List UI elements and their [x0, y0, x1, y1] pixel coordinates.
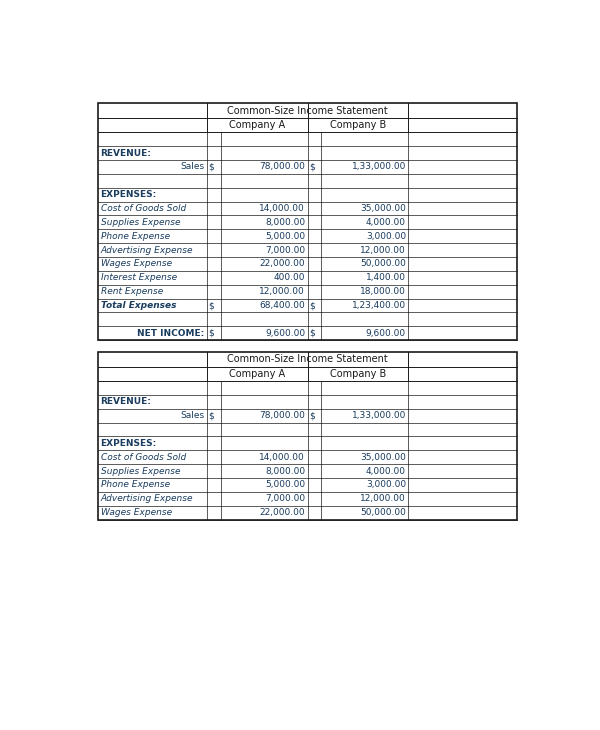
Text: 5,000.00: 5,000.00: [265, 480, 305, 489]
Text: Phone Expense: Phone Expense: [101, 480, 170, 489]
Text: 78,000.00: 78,000.00: [259, 411, 305, 420]
Bar: [98, 103, 517, 340]
Text: 9,600.00: 9,600.00: [366, 328, 406, 338]
Text: 4,000.00: 4,000.00: [366, 466, 406, 475]
Text: 7,000.00: 7,000.00: [265, 494, 305, 503]
Text: 12,000.00: 12,000.00: [360, 245, 406, 255]
Text: 3,000.00: 3,000.00: [366, 480, 406, 489]
Text: Total Expenses: Total Expenses: [101, 301, 176, 310]
Text: 22,000.00: 22,000.00: [260, 259, 305, 269]
Text: REVENUE:: REVENUE:: [101, 148, 151, 158]
Text: 18,000.00: 18,000.00: [360, 287, 406, 296]
Text: REVENUE:: REVENUE:: [101, 397, 151, 407]
Text: 7,000.00: 7,000.00: [265, 245, 305, 255]
Text: 50,000.00: 50,000.00: [360, 508, 406, 517]
Text: 35,000.00: 35,000.00: [360, 453, 406, 461]
Text: 22,000.00: 22,000.00: [260, 508, 305, 517]
Text: Sales: Sales: [181, 411, 205, 420]
Text: $: $: [208, 301, 214, 310]
Text: 35,000.00: 35,000.00: [360, 204, 406, 213]
Text: Wages Expense: Wages Expense: [101, 259, 172, 269]
Text: Rent Expense: Rent Expense: [101, 287, 163, 296]
Text: Cost of Goods Sold: Cost of Goods Sold: [101, 453, 186, 461]
Text: 78,000.00: 78,000.00: [259, 162, 305, 172]
Bar: [98, 352, 517, 520]
Text: Supplies Expense: Supplies Expense: [101, 466, 180, 475]
Bar: [98, 352, 517, 520]
Text: $: $: [208, 411, 214, 420]
Text: 12,000.00: 12,000.00: [360, 494, 406, 503]
Text: 12,000.00: 12,000.00: [259, 287, 305, 296]
Text: 9,600.00: 9,600.00: [265, 328, 305, 338]
Text: Supplies Expense: Supplies Expense: [101, 218, 180, 227]
Text: 1,33,000.00: 1,33,000.00: [352, 162, 406, 172]
Text: Company A: Company A: [229, 120, 285, 131]
Text: Company B: Company B: [330, 369, 386, 379]
Text: Common-Size Income Statement: Common-Size Income Statement: [227, 354, 388, 364]
Text: 4,000.00: 4,000.00: [366, 218, 406, 227]
Text: Advertising Expense: Advertising Expense: [101, 494, 193, 503]
Text: 68,400.00: 68,400.00: [259, 301, 305, 310]
Text: Common-Size Income Statement: Common-Size Income Statement: [227, 106, 388, 115]
Text: Company A: Company A: [229, 369, 285, 379]
Text: $: $: [208, 162, 214, 172]
Text: Wages Expense: Wages Expense: [101, 508, 172, 517]
Text: 3,000.00: 3,000.00: [366, 231, 406, 241]
Text: Advertising Expense: Advertising Expense: [101, 245, 193, 255]
Text: $: $: [208, 328, 214, 338]
Text: 1,33,000.00: 1,33,000.00: [352, 411, 406, 420]
Text: 14,000.00: 14,000.00: [259, 204, 305, 213]
Text: $: $: [309, 411, 315, 420]
Text: Sales: Sales: [181, 162, 205, 172]
Text: Interest Expense: Interest Expense: [101, 273, 176, 283]
Text: Cost of Goods Sold: Cost of Goods Sold: [101, 204, 186, 213]
Text: 50,000.00: 50,000.00: [360, 259, 406, 269]
Text: Phone Expense: Phone Expense: [101, 231, 170, 241]
Text: NET INCOME:: NET INCOME:: [137, 328, 205, 338]
Text: 5,000.00: 5,000.00: [265, 231, 305, 241]
Text: 1,400.00: 1,400.00: [366, 273, 406, 283]
Text: 8,000.00: 8,000.00: [265, 466, 305, 475]
Text: 14,000.00: 14,000.00: [259, 453, 305, 461]
Text: EXPENSES:: EXPENSES:: [101, 190, 157, 199]
Bar: [98, 103, 517, 340]
Text: $: $: [309, 301, 315, 310]
Text: $: $: [309, 328, 315, 338]
Text: EXPENSES:: EXPENSES:: [101, 439, 157, 447]
Text: $: $: [309, 162, 315, 172]
Text: 1,23,400.00: 1,23,400.00: [352, 301, 406, 310]
Text: 400.00: 400.00: [274, 273, 305, 283]
Text: 8,000.00: 8,000.00: [265, 218, 305, 227]
Text: Company B: Company B: [330, 120, 386, 131]
